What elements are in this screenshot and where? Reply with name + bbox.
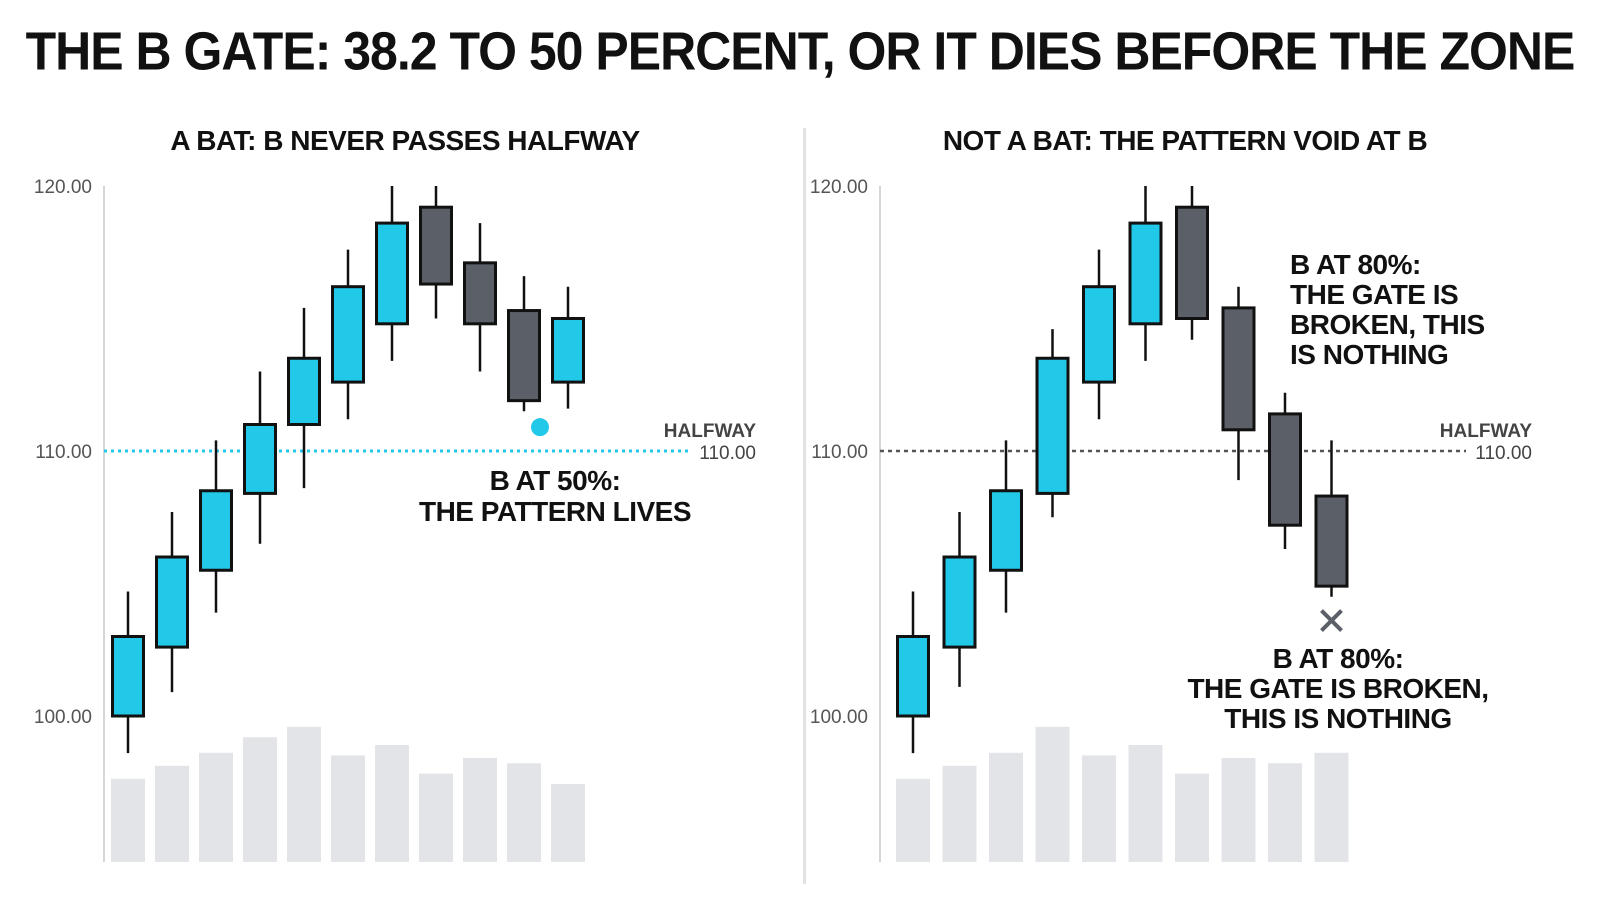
volume-bar [1082,755,1116,862]
b-point-x-marker [1320,609,1343,633]
candle-body-bullish [896,635,930,718]
volume-bar [1128,745,1163,862]
annotation-text: B AT 80%: THE GATE IS BROKEN, THIS IS NOTH… [1187,643,1488,734]
volume-bar [896,778,930,862]
volume-bar [942,765,977,862]
y-tick-label: 120.00 [810,177,868,198]
volume-bar [287,726,321,862]
candle-body-bullish [287,356,321,426]
y-tick-label: 100.00 [810,707,868,728]
chart-panel-right: NOT A BAT: THE PATTERN VOID AT B 100.00 11… [810,125,1533,862]
volume-bar [419,773,453,862]
candle-body-bearish [463,261,497,326]
volume-bar [1175,773,1209,862]
y-tick-label: 100.00 [34,707,92,728]
y-tick-label: 110.00 [811,442,868,463]
halfway-label: HALFWAY [664,421,757,442]
candle-body-bullish [942,555,977,649]
b-point-dot-marker [531,418,549,437]
candle-body-bearish [1175,205,1209,320]
candle-body-bullish [1128,221,1163,326]
panel-divider [803,128,806,884]
annotation-line: THE GATE IS BROKEN, [1187,673,1488,704]
annotation-line: B AT 50%: [490,465,621,496]
volume-bar [551,784,585,862]
candle-body-bullish [551,317,585,384]
annotation-line: BROKEN, THIS [1290,309,1485,340]
y-tick-label: 120.00 [34,177,92,198]
volume-bar [331,755,365,862]
panel-title: A BAT: B NEVER PASSES HALFWAY [170,125,640,156]
halfway-label: HALFWAY [1440,421,1533,442]
volume-bar [989,752,1023,862]
candle-body-bearish [419,205,453,286]
volume-bar [155,765,189,862]
volume-bar [1268,763,1302,862]
volume-bar [199,752,233,862]
candle-body-bullish [331,285,365,384]
volume-bar [111,778,145,862]
annotation-line: B AT 80%: [1290,249,1421,280]
halfway-value-label: 110.00 [1475,443,1532,464]
candle-body-bullish [243,423,277,495]
annotation-line: THE GATE IS [1290,279,1458,310]
halfway-value-label: 110.00 [699,443,756,464]
annotation-line: THE PATTERN LIVES [419,496,691,527]
volume-bar [243,737,277,862]
annotation-line: THIS IS NOTHING [1224,703,1451,734]
volume-bar [1221,758,1256,862]
candle-body-bullish [989,489,1023,572]
candle-body-bullish [199,489,233,572]
annotation-text: B AT 50%: THE PATTERN LIVES [419,465,691,527]
candle-body-bullish [375,221,409,326]
candle-body-bullish [1035,356,1070,495]
y-tick-label: 110.00 [35,442,92,463]
volume-bar [375,745,409,862]
candle-body-bearish [1221,306,1256,432]
annotation-line: IS NOTHING [1290,339,1448,370]
annotation-line: B AT 80%: [1273,643,1404,674]
candle-body-bullish [1082,285,1116,384]
annotation-text: B AT 80%: THE GATE IS BROKEN, THIS IS NOTHI… [1290,249,1485,370]
candle-body-bearish [507,309,541,403]
candle-body-bullish [155,555,189,649]
candle-body-bearish [1314,494,1349,588]
volume-bar [507,763,541,862]
panel-title: NOT A BAT: THE PATTERN VOID AT B [943,125,1427,156]
candle-body-bearish [1268,412,1302,527]
main-title: THE B GATE: 38.2 TO 50 PERCENT, OR IT DI… [25,20,1576,82]
volume-bar [1035,726,1070,862]
candle-body-bullish [111,635,145,718]
volume-bar [1314,752,1349,862]
chart-panel-left: A BAT: B NEVER PASSES HALFWAY 100.00 110.0… [34,125,757,862]
volume-bar [463,758,497,862]
